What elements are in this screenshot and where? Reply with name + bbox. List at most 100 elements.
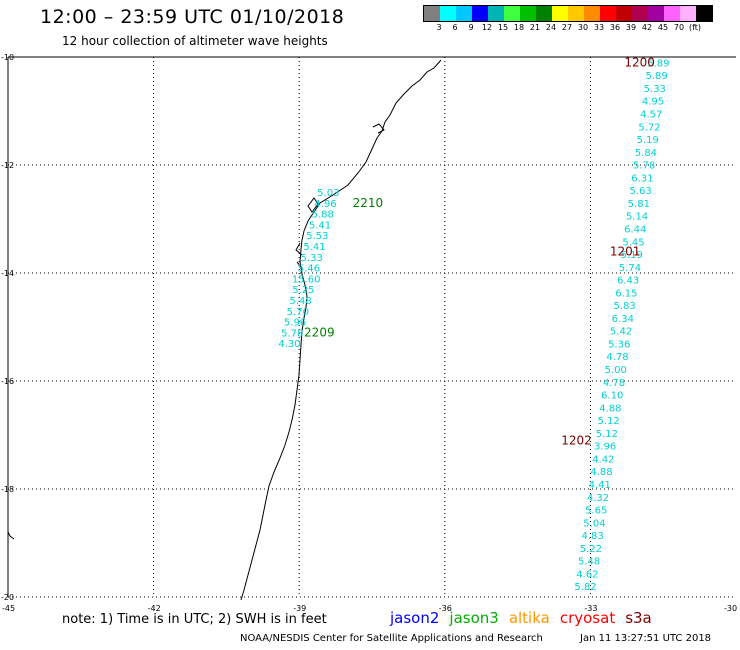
legend-label: 39 — [625, 23, 637, 32]
wave-height-value: 5.25 — [292, 285, 314, 296]
footer-note: note: 1) Time is in UTC; 2) SWH is in fe… — [62, 612, 327, 627]
satellite-label: altika — [508, 609, 550, 627]
wave-height-value: 4.41 — [589, 480, 611, 491]
wave-height-value: 5.96 — [284, 318, 306, 329]
coastline-detail — [295, 123, 385, 269]
wave-height-value: 6.15 — [615, 288, 637, 299]
wave-height-value: 5.81 — [628, 199, 650, 210]
coastline-offshore-point — [7, 531, 15, 540]
wave-height-value: 5.12 — [596, 429, 618, 440]
legend-swatch — [488, 6, 504, 21]
pass-number-label: 2210 — [353, 196, 384, 210]
legend-label: 70 — [673, 23, 685, 32]
legend-label: 3 — [436, 23, 442, 32]
legend-swatch — [552, 6, 568, 21]
wave-height-value: 5.78 — [633, 161, 655, 172]
satellite-label: jason2 — [390, 609, 440, 627]
wave-height-value: 5.82 — [574, 582, 596, 593]
legend-swatch — [632, 6, 648, 21]
lat-tick-label: -10 — [1, 53, 14, 62]
coastline — [240, 59, 442, 601]
wave-height-value: 5.41 — [303, 242, 325, 253]
wave-height-value: 5.42 — [610, 327, 632, 338]
satellite-label: cryosat — [559, 609, 616, 627]
legend-swatch — [600, 6, 616, 21]
legend-swatch — [424, 6, 440, 21]
wave-height-value: 5.63 — [629, 186, 651, 197]
wave-height-value: 6.10 — [601, 391, 623, 402]
wave-height-value: 4.62 — [576, 569, 598, 580]
satellite-legend: jason2 jason3 altika cryosat s3a — [390, 609, 662, 627]
wave-height-value: 4.88 — [599, 403, 621, 414]
legend-label: 9 — [468, 23, 474, 32]
wave-height-value: 5.78 — [281, 328, 303, 339]
wave-height-value: 5.46 — [298, 264, 320, 275]
legend-label: 12 — [481, 23, 493, 32]
legend-swatch — [696, 6, 712, 21]
wave-height-value: 6.44 — [624, 224, 646, 235]
wave-height-value: 4.42 — [592, 454, 614, 465]
map-subtitle: 12 hour collection of altimeter wave hei… — [62, 34, 328, 48]
legend-swatch — [536, 6, 552, 21]
legend-swatch — [664, 6, 680, 21]
lat-tick-label: -20 — [1, 593, 14, 602]
wave-height-value: 4.30 — [278, 339, 300, 350]
wave-height-value: 5.88 — [312, 210, 334, 221]
generated-timestamp: Jan 11 13:27:51 UTC 2018 — [580, 633, 712, 644]
lat-tick-label: -16 — [1, 377, 14, 386]
lon-tick-label: -39 — [293, 604, 306, 613]
wave-height-value: 5.14 — [626, 212, 648, 223]
legend-swatch — [568, 6, 584, 21]
wave-height-value: 5.48 — [578, 557, 600, 568]
lon-tick-label: -33 — [584, 604, 597, 613]
wave-height-value: 4.32 — [587, 493, 609, 504]
lon-tick-label: -42 — [148, 604, 161, 613]
color-scale-labels: 3 6 9 12 15 18 21 24 27 30 33 36 39 42 45 70 (ft) — [423, 23, 740, 35]
lon-tick-label: -45 — [2, 604, 15, 613]
wave-height-value: 4.78 — [606, 352, 628, 363]
wave-height-value: 5.48 — [289, 296, 311, 307]
credit-line: NOAA/NESDIS Center for Satellite Applica… — [240, 633, 543, 644]
wave-height-value: 6.43 — [617, 276, 639, 287]
legend-label: 30 — [577, 23, 589, 32]
wave-height-value: 5.12 — [597, 416, 619, 427]
wave-height-value: 5.04 — [583, 518, 605, 529]
legend-label: (ft) — [688, 23, 702, 32]
pass-number-label: 2209 — [304, 325, 335, 339]
map-title: 12:00 – 23:59 UTC 01/10/2018 — [40, 6, 345, 28]
wave-height-value: 5.83 — [613, 301, 635, 312]
legend-label: 6 — [452, 23, 458, 32]
wave-height-value: 5.65 — [585, 506, 607, 517]
wave-height-value: 5.00 — [605, 365, 627, 376]
wave-height-value: 4.88 — [590, 467, 612, 478]
pass-number-label: 1201 — [610, 244, 641, 258]
wave-height-value: 6.34 — [612, 314, 634, 325]
wave-height-value: 5.41 — [309, 220, 331, 231]
pass-number-label: 1200 — [624, 55, 655, 69]
legend-swatch — [680, 6, 696, 21]
satellite-label: jason3 — [449, 609, 499, 627]
legend-label: 27 — [561, 23, 573, 32]
pass-number-label: 1202 — [561, 433, 592, 447]
legend-label: 18 — [513, 23, 525, 32]
legend-swatch — [456, 6, 472, 21]
wave-height-value: 5.33 — [644, 84, 666, 95]
legend-label: 36 — [609, 23, 621, 32]
lat-tick-label: -12 — [1, 161, 14, 170]
legend-swatch — [440, 6, 456, 21]
wave-height-value: 15.60 — [292, 274, 321, 285]
legend-label: 33 — [593, 23, 605, 32]
legend-label: 24 — [545, 23, 557, 32]
wave-height-value: 5.03 — [317, 188, 339, 199]
wave-height-value: 5.33 — [301, 253, 323, 264]
wave-height-value: 5.84 — [635, 148, 657, 159]
legend-swatch — [648, 6, 664, 21]
wave-height-value: 5.74 — [619, 263, 641, 274]
wave-height-value: 5.89 — [647, 58, 669, 69]
color-scale-legend — [423, 5, 713, 22]
wave-height-value: 5.19 — [637, 135, 659, 146]
wave-height-value: 4.78 — [603, 378, 625, 389]
wave-height-value: 4.95 — [642, 97, 664, 108]
legend-swatch — [472, 6, 488, 21]
